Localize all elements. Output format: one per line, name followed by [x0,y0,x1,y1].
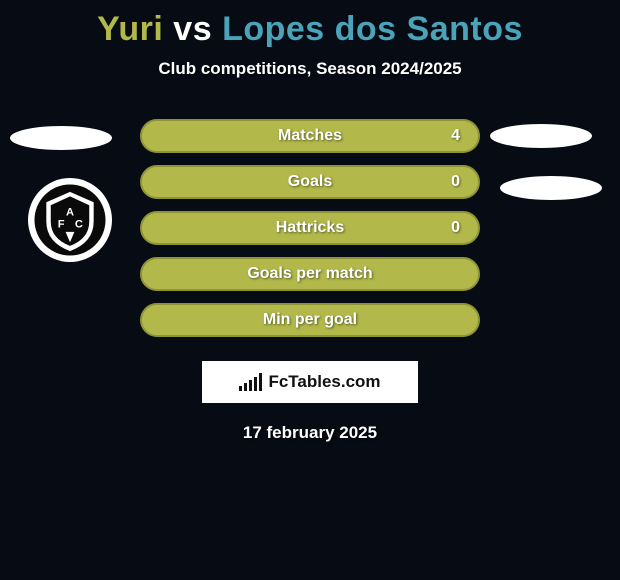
stat-label: Hattricks [276,219,344,237]
stat-value: 0 [451,173,460,191]
player1-name: Yuri [97,10,163,48]
club-shield-icon: A F C [33,183,107,257]
snapshot-date: 17 february 2025 [0,423,620,443]
svg-text:C: C [75,218,83,230]
stat-label: Min per goal [263,311,357,329]
player1-photo-placeholder [10,126,112,150]
svg-text:F: F [58,218,65,230]
subtitle: Club competitions, Season 2024/2025 [0,59,620,79]
brand-bars-icon [239,373,262,391]
stat-bar: Goals 0 [140,165,480,199]
player2-club-placeholder [500,176,602,200]
player2-photo-placeholder [490,124,592,148]
svg-text:A: A [66,207,74,219]
stat-label: Goals [288,173,332,191]
vs-word: vs [173,10,212,48]
stat-bar: Goals per match [140,257,480,291]
comparison-title: Yuri vs Lopes dos Santos [0,0,620,49]
brand-attribution: FcTables.com [202,361,418,403]
stat-label: Goals per match [247,265,372,283]
stat-bar: Matches 4 [140,119,480,153]
stat-label: Matches [278,127,342,145]
player2-name: Lopes dos Santos [222,10,523,48]
stat-value: 0 [451,219,460,237]
player1-club-badge: A F C [28,178,112,262]
stat-bar: Min per goal [140,303,480,337]
stat-value: 4 [451,127,460,145]
stat-bar: Hattricks 0 [140,211,480,245]
brand-name: FcTables.com [268,372,380,392]
